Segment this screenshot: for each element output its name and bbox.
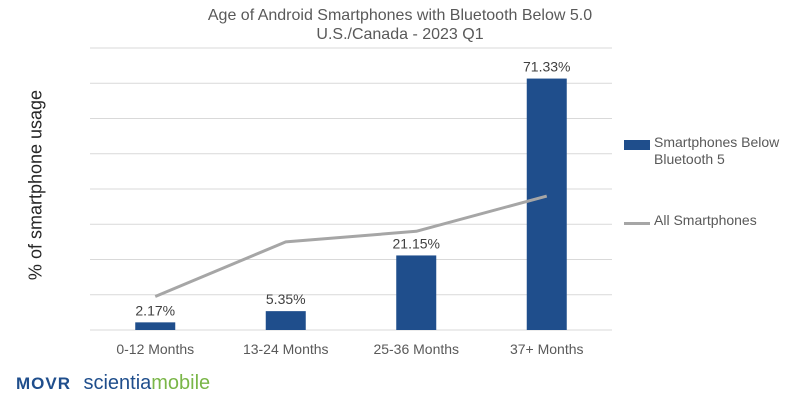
movr-logo: MOVR bbox=[16, 374, 71, 393]
legend-label-line: All Smartphones bbox=[654, 212, 757, 228]
x-tick-label: 25-36 Months bbox=[373, 341, 459, 357]
x-tick-label: 13-24 Months bbox=[243, 341, 329, 357]
legend-label-bars: Smartphones Below Bluetooth 5 bbox=[654, 134, 780, 167]
bar bbox=[135, 322, 176, 330]
series-line bbox=[154, 194, 548, 298]
data-label: 21.15% bbox=[393, 235, 440, 251]
data-label: 2.17% bbox=[135, 302, 175, 318]
legend-item-line: All Smartphones bbox=[624, 212, 794, 252]
chart-title-block: Age of Android Smartphones with Bluetoot… bbox=[0, 6, 800, 44]
brand-part-1: scientia bbox=[83, 372, 152, 394]
legend-swatch-bar bbox=[624, 140, 650, 150]
brand-part-2: mobile bbox=[151, 372, 211, 394]
x-tick-label: 0-12 Months bbox=[116, 341, 194, 357]
bar bbox=[526, 78, 567, 330]
x-tick-label: 37+ Months bbox=[510, 341, 584, 357]
data-label: 5.35% bbox=[266, 291, 306, 307]
legend: Smartphones Below Bluetooth 5 All Smartp… bbox=[624, 134, 794, 290]
footer-logos: MOVR scientiamobile bbox=[16, 372, 210, 395]
chart-subtitle: U.S./Canada - 2023 Q1 bbox=[316, 26, 484, 43]
bar bbox=[396, 255, 437, 330]
legend-item-bars: Smartphones Below Bluetooth 5 bbox=[624, 134, 794, 174]
data-label: 71.33% bbox=[523, 59, 570, 75]
chart-title: Age of Android Smartphones with Bluetoot… bbox=[207, 7, 593, 24]
legend-swatch-line bbox=[624, 222, 650, 225]
bar bbox=[265, 311, 306, 330]
scientiamobile-logo: scientiamobile bbox=[83, 372, 210, 394]
